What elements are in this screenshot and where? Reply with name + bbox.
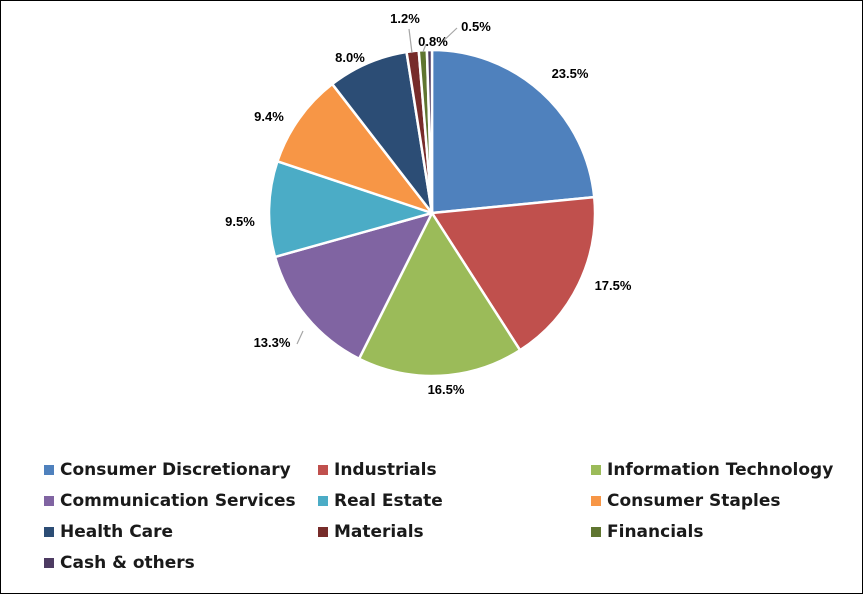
- data-label-information-technology: 16.5%: [428, 382, 465, 397]
- pie-slice-information-technology: [357, 211, 522, 378]
- data-label-materials: 1.2%: [390, 11, 420, 26]
- data-label-communication-services: 13.3%: [254, 335, 291, 350]
- pie-slice-industrials: [430, 195, 597, 352]
- leader-line-cash-and-others: [437, 27, 458, 47]
- leader-line-communication-services: [296, 330, 304, 345]
- data-label-consumer-staples: 9.4%: [254, 109, 284, 124]
- data-label-consumer-discretionary: 23.5%: [552, 66, 589, 81]
- leader-line-materials: [408, 28, 413, 54]
- pie-slice-real-estate: [267, 160, 434, 259]
- pie-slice-communication-services: [273, 211, 434, 361]
- data-label-cash-and-others: 0.5%: [461, 19, 491, 34]
- leader-line-financials: [422, 43, 427, 53]
- pie-slice-consumer-discretionary: [430, 48, 596, 215]
- data-label-financials: 0.8%: [418, 34, 448, 49]
- pie-slice-consumer-staples: [276, 82, 434, 215]
- data-label-real-estate: 9.5%: [225, 214, 255, 229]
- pie-slice-cash-and-others: [425, 48, 434, 215]
- data-label-industrials: 17.5%: [595, 278, 632, 293]
- data-label-health-care: 8.0%: [335, 50, 365, 65]
